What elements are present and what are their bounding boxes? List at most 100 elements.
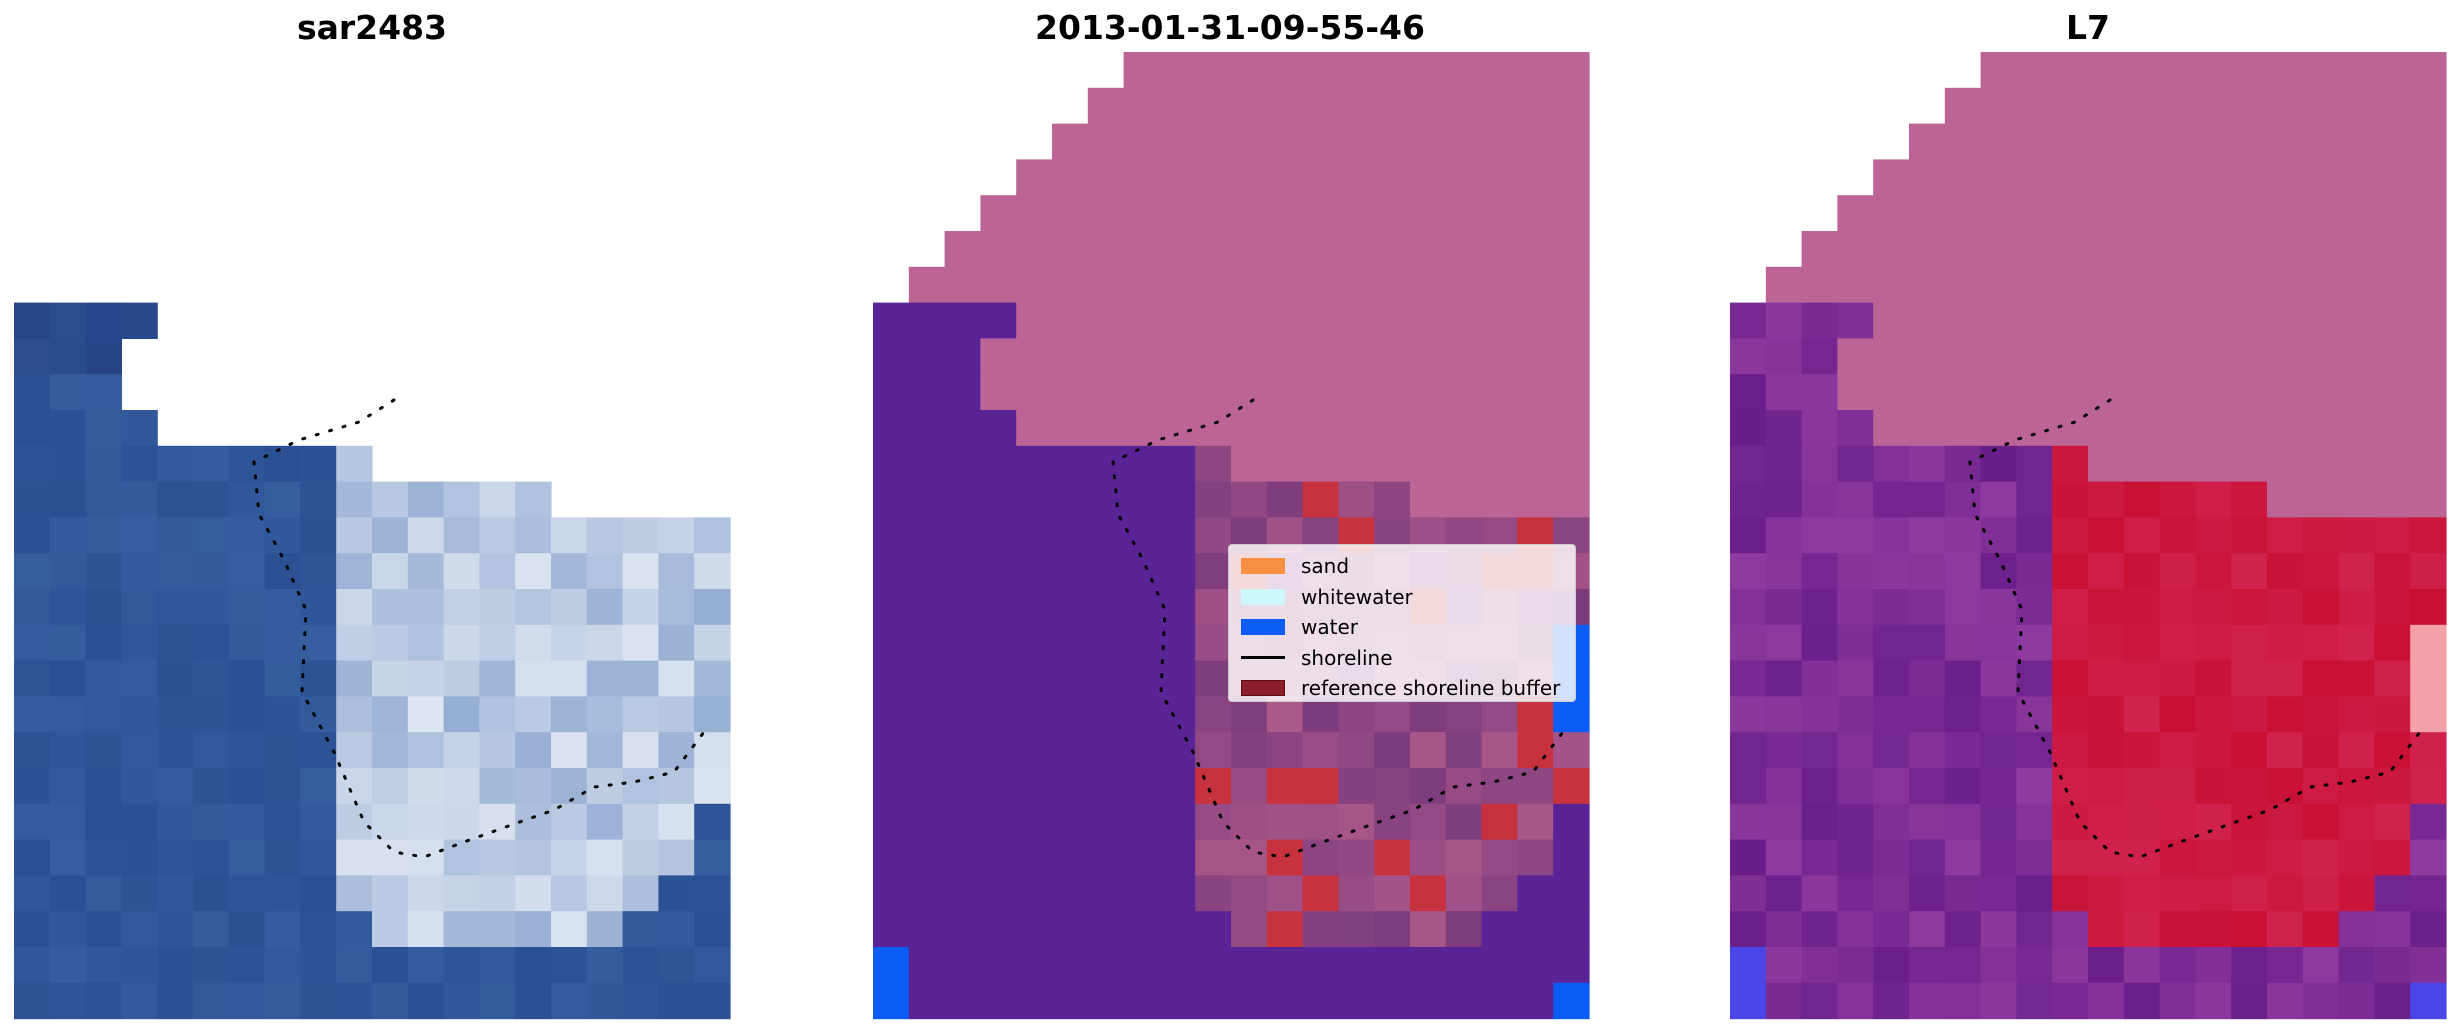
pixel-cell — [1410, 231, 1447, 268]
pixel-cell — [443, 589, 480, 626]
pixel-cell — [2159, 52, 2196, 89]
pixel-cell — [980, 911, 1017, 948]
pixel-cell — [980, 302, 1017, 339]
pixel-cell — [443, 696, 480, 733]
pixel-cell — [1195, 123, 1232, 160]
pixel-cell — [1159, 768, 1196, 805]
pixel-cell — [551, 839, 588, 876]
pixel-cell — [1123, 231, 1160, 268]
pixel-cell — [1338, 732, 1375, 769]
pixel-cell — [1517, 732, 1554, 769]
pixel-cell — [2267, 911, 2304, 948]
pixel-cell — [2231, 732, 2268, 769]
pixel-cell — [1553, 195, 1590, 232]
pixel-cell — [2302, 517, 2340, 554]
pixel-cell — [264, 732, 301, 769]
pixel-cell — [1837, 839, 1874, 876]
pixel-cell — [622, 768, 659, 805]
pixel-cell — [1980, 266, 2017, 304]
pixel-cell — [1052, 445, 1089, 483]
pixel-cell — [2088, 553, 2125, 590]
pixel-cell — [372, 553, 409, 590]
pixel-cell — [1338, 374, 1375, 411]
pixel-cell — [1980, 947, 2017, 984]
pixel-cell — [2052, 87, 2089, 125]
pixel-cell — [1944, 768, 1982, 805]
legend-item-water: water — [1237, 612, 1575, 643]
pixel-cell — [1481, 839, 1518, 876]
pixel-cell — [1052, 589, 1089, 626]
pixel-cell — [1016, 982, 1053, 1020]
pixel-cell — [2016, 374, 2053, 411]
pixel-cell — [980, 517, 1017, 554]
pixel-cell — [586, 589, 624, 626]
pixel-cell — [980, 481, 1017, 518]
pixel-cell — [121, 911, 158, 948]
pixel-cell — [1801, 159, 1838, 196]
pixel-cell — [1730, 195, 1767, 232]
pixel-cell — [2052, 732, 2089, 769]
pixel-cell — [2195, 445, 2232, 483]
pixel-cell — [1980, 374, 2017, 411]
pixel-cell — [14, 553, 51, 590]
pixel-cell — [2016, 624, 2053, 662]
pixel-cell — [1445, 374, 1483, 411]
pixel-cell — [2016, 159, 2053, 196]
pixel-cell — [2374, 911, 2411, 948]
pixel-cell — [873, 517, 910, 554]
pixel-cell — [1159, 302, 1196, 339]
pixel-cell — [944, 947, 981, 984]
pixel-cell — [1801, 374, 1838, 411]
pixel-cell — [157, 875, 194, 912]
pixel-cell — [694, 624, 731, 662]
pixel-cell — [2374, 87, 2411, 125]
pixel-cell — [1730, 87, 1767, 125]
pixel-cell — [1801, 338, 1838, 375]
pixel-cell — [1730, 947, 1767, 984]
pixel-cell — [1730, 696, 1767, 733]
pixel-cell — [1873, 803, 1910, 841]
pixel-cell — [121, 517, 158, 554]
pixel-cell — [1730, 338, 1767, 375]
pixel-cell — [1195, 553, 1232, 590]
pixel-cell — [658, 624, 695, 662]
legend-label: water — [1301, 615, 1358, 640]
pixel-cell — [1909, 982, 1946, 1020]
pixel-cell — [2088, 266, 2125, 304]
pixel-cell — [2338, 875, 2375, 912]
pixel-cell — [1016, 732, 1053, 769]
pixel-cell — [515, 947, 552, 984]
pixel-cell — [2052, 911, 2089, 948]
pixel-cell — [2231, 911, 2268, 948]
pixel-cell — [1231, 768, 1268, 805]
pixel-cell — [1302, 803, 1339, 841]
pixel-cell — [2159, 624, 2196, 662]
pixel-cell — [2410, 553, 2447, 590]
pixel-cell — [300, 982, 337, 1020]
pixel-cell — [2267, 338, 2304, 375]
pixel-cell — [944, 624, 981, 662]
pixel-cell — [944, 445, 981, 483]
pixel-cell — [1374, 911, 1411, 948]
pixel-cell — [1765, 52, 1803, 89]
pixel-cell — [980, 52, 1017, 89]
pixel-cell — [1730, 445, 1767, 483]
pixel-cell — [193, 911, 230, 948]
pixel-cell — [2016, 195, 2053, 232]
pixel-cell — [1052, 338, 1089, 375]
pixel-cell — [2195, 660, 2232, 697]
pixel-cell — [264, 911, 301, 948]
pixel-cell — [1374, 696, 1411, 733]
pixel-cell — [980, 982, 1017, 1020]
pixel-cell — [1517, 231, 1554, 268]
pixel-cell — [228, 732, 266, 769]
pixel-cell — [2052, 768, 2089, 805]
pixel-cell — [1765, 87, 1803, 125]
pixel-cell — [443, 732, 480, 769]
pixel-cell — [2338, 410, 2375, 447]
pixel-cell — [1944, 195, 1982, 232]
pixel-cell — [1730, 839, 1767, 876]
pixel-cell — [2088, 338, 2125, 375]
pixel-cell — [1052, 374, 1089, 411]
pixel-cell — [944, 266, 981, 304]
